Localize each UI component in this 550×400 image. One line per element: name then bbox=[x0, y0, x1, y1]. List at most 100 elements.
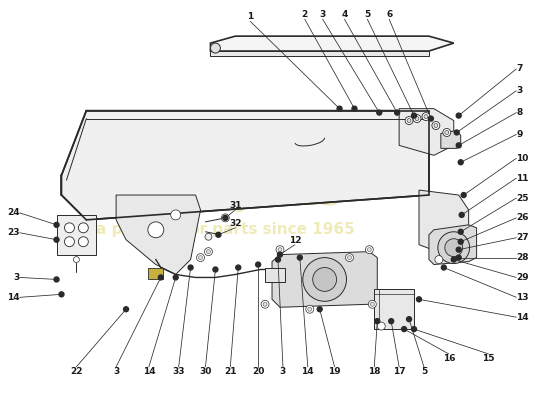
Circle shape bbox=[368, 300, 376, 308]
Circle shape bbox=[205, 233, 212, 240]
Polygon shape bbox=[441, 130, 461, 148]
Text: 24: 24 bbox=[7, 208, 20, 218]
Circle shape bbox=[422, 113, 430, 120]
Polygon shape bbox=[419, 190, 469, 260]
Text: 28: 28 bbox=[516, 253, 529, 262]
Circle shape bbox=[407, 118, 411, 122]
Polygon shape bbox=[116, 195, 201, 274]
Circle shape bbox=[458, 160, 463, 165]
Circle shape bbox=[206, 250, 211, 254]
Circle shape bbox=[345, 254, 354, 262]
Circle shape bbox=[73, 257, 79, 262]
Circle shape bbox=[317, 307, 322, 312]
Circle shape bbox=[298, 255, 302, 260]
Text: 9: 9 bbox=[516, 130, 522, 139]
Circle shape bbox=[435, 256, 443, 264]
Circle shape bbox=[441, 265, 446, 270]
Polygon shape bbox=[399, 109, 454, 155]
Text: 11: 11 bbox=[516, 174, 529, 183]
Circle shape bbox=[213, 267, 218, 272]
Circle shape bbox=[221, 214, 229, 222]
Circle shape bbox=[352, 106, 357, 111]
Circle shape bbox=[451, 257, 456, 262]
Text: 15: 15 bbox=[482, 354, 495, 363]
Circle shape bbox=[124, 307, 129, 312]
Polygon shape bbox=[265, 268, 285, 282]
Circle shape bbox=[454, 130, 459, 135]
Text: 3: 3 bbox=[113, 367, 119, 376]
Circle shape bbox=[370, 302, 375, 306]
Polygon shape bbox=[57, 215, 96, 255]
Text: 26: 26 bbox=[516, 213, 529, 222]
Circle shape bbox=[458, 239, 463, 244]
Text: 14: 14 bbox=[301, 367, 314, 376]
Polygon shape bbox=[429, 225, 477, 264]
Polygon shape bbox=[148, 268, 163, 280]
Circle shape bbox=[367, 248, 371, 252]
Circle shape bbox=[278, 252, 283, 257]
Circle shape bbox=[402, 327, 406, 332]
Circle shape bbox=[456, 143, 461, 148]
Polygon shape bbox=[329, 255, 354, 289]
Circle shape bbox=[461, 192, 466, 198]
Circle shape bbox=[188, 265, 193, 270]
Polygon shape bbox=[62, 111, 429, 220]
Text: 18: 18 bbox=[368, 367, 381, 376]
Text: 4: 4 bbox=[342, 10, 348, 19]
Circle shape bbox=[375, 319, 379, 324]
Text: 21: 21 bbox=[224, 367, 236, 376]
Circle shape bbox=[415, 116, 419, 120]
Circle shape bbox=[389, 319, 394, 324]
Circle shape bbox=[170, 210, 180, 220]
Text: 16: 16 bbox=[443, 354, 455, 363]
Circle shape bbox=[405, 116, 413, 124]
Text: 29: 29 bbox=[516, 273, 529, 282]
Text: 3: 3 bbox=[320, 10, 326, 19]
Circle shape bbox=[173, 275, 178, 280]
Text: 25: 25 bbox=[516, 194, 529, 202]
Text: 19: 19 bbox=[328, 367, 341, 376]
Text: 8: 8 bbox=[516, 108, 522, 117]
Circle shape bbox=[64, 237, 74, 247]
Text: 31: 31 bbox=[229, 201, 241, 210]
Circle shape bbox=[303, 258, 346, 301]
Circle shape bbox=[432, 122, 440, 130]
Text: 12: 12 bbox=[289, 236, 301, 245]
Text: 27: 27 bbox=[516, 233, 529, 242]
Circle shape bbox=[411, 113, 416, 118]
Text: 2: 2 bbox=[301, 10, 308, 19]
Circle shape bbox=[306, 305, 313, 313]
Circle shape bbox=[59, 292, 64, 297]
Circle shape bbox=[413, 114, 421, 122]
Polygon shape bbox=[272, 252, 377, 307]
Text: 3: 3 bbox=[516, 86, 522, 95]
Circle shape bbox=[79, 237, 89, 247]
Circle shape bbox=[158, 275, 163, 280]
Circle shape bbox=[263, 302, 267, 306]
Circle shape bbox=[434, 124, 438, 128]
Circle shape bbox=[424, 114, 428, 118]
Text: 20: 20 bbox=[252, 367, 265, 376]
Circle shape bbox=[276, 246, 284, 254]
Polygon shape bbox=[211, 51, 429, 56]
Text: 7: 7 bbox=[516, 64, 522, 74]
Text: 1: 1 bbox=[247, 12, 254, 21]
Circle shape bbox=[79, 223, 89, 233]
Circle shape bbox=[148, 222, 164, 238]
Circle shape bbox=[205, 248, 212, 256]
Circle shape bbox=[377, 110, 382, 115]
Circle shape bbox=[428, 116, 433, 121]
Circle shape bbox=[456, 113, 461, 118]
Circle shape bbox=[54, 237, 59, 242]
Text: eurosparts: eurosparts bbox=[120, 178, 341, 212]
Circle shape bbox=[458, 229, 463, 234]
Circle shape bbox=[261, 300, 269, 308]
Text: 6: 6 bbox=[386, 10, 392, 19]
Circle shape bbox=[308, 307, 312, 311]
Circle shape bbox=[199, 256, 202, 260]
Circle shape bbox=[236, 265, 241, 270]
Text: 17: 17 bbox=[393, 367, 405, 376]
Text: 14: 14 bbox=[142, 367, 155, 376]
Text: 14: 14 bbox=[7, 293, 20, 302]
Circle shape bbox=[377, 322, 385, 330]
